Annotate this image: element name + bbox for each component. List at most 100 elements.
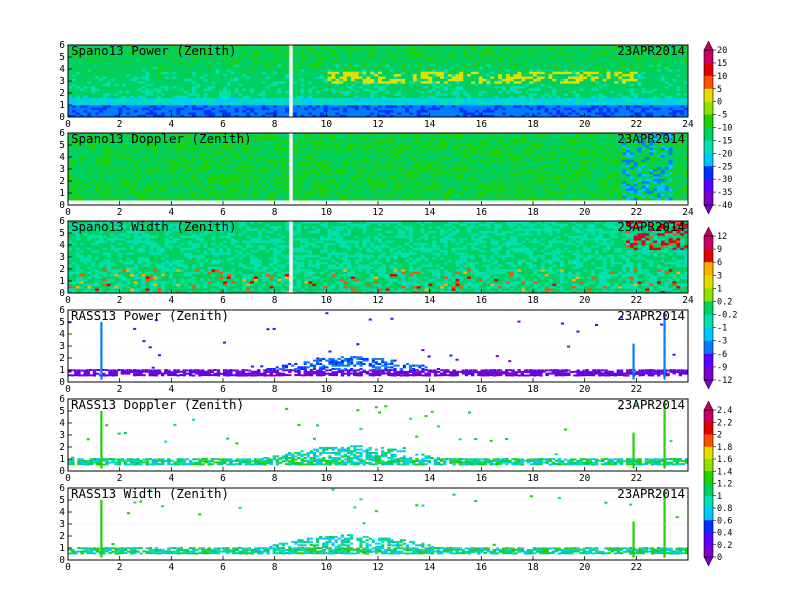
heatmap-cell: [254, 81, 258, 84]
heatmap-cell: [386, 47, 390, 50]
heatmap-cell: [397, 74, 401, 77]
heatmap-cell: [285, 91, 289, 94]
heatmap-cell: [250, 86, 254, 89]
heatmap-cell: [653, 95, 657, 98]
heatmap-cell: [227, 79, 231, 82]
heatmap-cell: [649, 69, 653, 72]
heatmap-cell: [607, 76, 611, 79]
heatmap-cell: [84, 155, 88, 158]
heatmap-cell: [370, 100, 374, 103]
heatmap-cell: [405, 62, 409, 65]
heatmap-cell: [680, 59, 684, 62]
heatmap-cell: [142, 62, 146, 65]
heatmap-cell: [84, 95, 88, 98]
heatmap-cell: [351, 59, 355, 62]
heatmap-cell: [165, 81, 169, 84]
panel-title: Spano13 Power (Zenith): [71, 43, 237, 58]
heatmap-cell: [425, 88, 429, 91]
heatmap-cell: [180, 86, 184, 89]
heatmap-cell: [332, 71, 336, 74]
heatmap-cell: [386, 81, 390, 84]
heatmap-cell: [115, 67, 119, 70]
heatmap-cell: [432, 93, 436, 96]
heatmap-cell: [273, 98, 277, 101]
heatmap-cell: [223, 105, 227, 108]
heatmap-cell: [149, 71, 153, 74]
heatmap-cell: [421, 107, 425, 110]
heatmap-cell: [324, 59, 328, 62]
heatmap-cell: [521, 93, 525, 96]
heatmap-cell: [452, 86, 456, 89]
heatmap-cell: [599, 86, 603, 89]
heatmap-cell: [204, 95, 208, 98]
heatmap-cell: [351, 69, 355, 72]
heatmap-cell: [657, 93, 661, 96]
heatmap-cell: [626, 112, 630, 115]
heatmap-cell: [347, 50, 351, 53]
heatmap-cell: [130, 105, 134, 108]
heatmap-cell: [215, 64, 219, 67]
heatmap-cell: [386, 103, 390, 106]
heatmap-cell: [498, 112, 502, 115]
heatmap-cell: [471, 69, 475, 72]
heatmap-cell: [142, 110, 146, 113]
heatmap-cell: [456, 67, 460, 70]
heatmap-cell: [638, 59, 642, 62]
heatmap-cell: [603, 105, 607, 108]
heatmap-cell: [347, 105, 351, 108]
heatmap-cell: [359, 100, 363, 103]
heatmap-cell: [537, 110, 541, 113]
heatmap-cell: [436, 83, 440, 86]
heatmap-cell: [642, 74, 646, 77]
heatmap-cell: [122, 93, 126, 96]
heatmap-cell: [192, 69, 196, 72]
heatmap-cell: [122, 76, 126, 79]
heatmap-cell: [165, 103, 169, 106]
heatmap-cell: [87, 71, 91, 74]
heatmap-cell: [351, 83, 355, 86]
heatmap-cell: [622, 103, 626, 106]
heatmap-cell: [138, 69, 142, 72]
heatmap-cell: [653, 93, 657, 96]
heatmap-cell: [366, 59, 370, 62]
heatmap-cell: [91, 74, 95, 77]
heatmap-cell: [370, 71, 374, 74]
heatmap-cell: [227, 76, 231, 79]
heatmap-cell: [580, 105, 584, 108]
heatmap-cell: [312, 69, 316, 72]
heatmap-cell: [324, 105, 328, 108]
heatmap-cell: [208, 88, 212, 91]
heatmap-cell: [525, 62, 529, 65]
heatmap-cell: [211, 64, 215, 67]
heatmap-cell: [169, 64, 173, 67]
heatmap-cell: [583, 67, 587, 70]
heatmap-cell: [378, 103, 382, 106]
heatmap-cell: [490, 64, 494, 67]
heatmap-cell: [494, 110, 498, 113]
heatmap-cell: [351, 105, 355, 108]
heatmap-cell: [91, 195, 95, 198]
heatmap-cell: [146, 59, 150, 62]
heatmap-cell: [308, 98, 312, 101]
heatmap-cell: [545, 69, 549, 72]
heatmap-cell: [196, 64, 200, 67]
heatmap-cell: [134, 91, 138, 94]
heatmap-cell: [149, 67, 153, 70]
heatmap-cell: [502, 110, 506, 113]
heatmap-cell: [68, 171, 72, 174]
heatmap-cell: [502, 57, 506, 60]
heatmap-cell: [638, 71, 642, 74]
heatmap-cell: [130, 74, 134, 77]
heatmap-cell: [459, 62, 463, 65]
heatmap-cell: [68, 150, 72, 153]
heatmap-cell: [630, 98, 634, 101]
heatmap-cell: [394, 67, 398, 70]
heatmap-cell: [487, 105, 491, 108]
heatmap-cell: [603, 93, 607, 96]
heatmap-cell: [673, 93, 677, 96]
heatmap-cell: [440, 107, 444, 110]
heatmap-cell: [378, 107, 382, 110]
heatmap-cell: [638, 88, 642, 91]
heatmap-cell: [560, 107, 564, 110]
heatmap-cell: [676, 107, 680, 110]
